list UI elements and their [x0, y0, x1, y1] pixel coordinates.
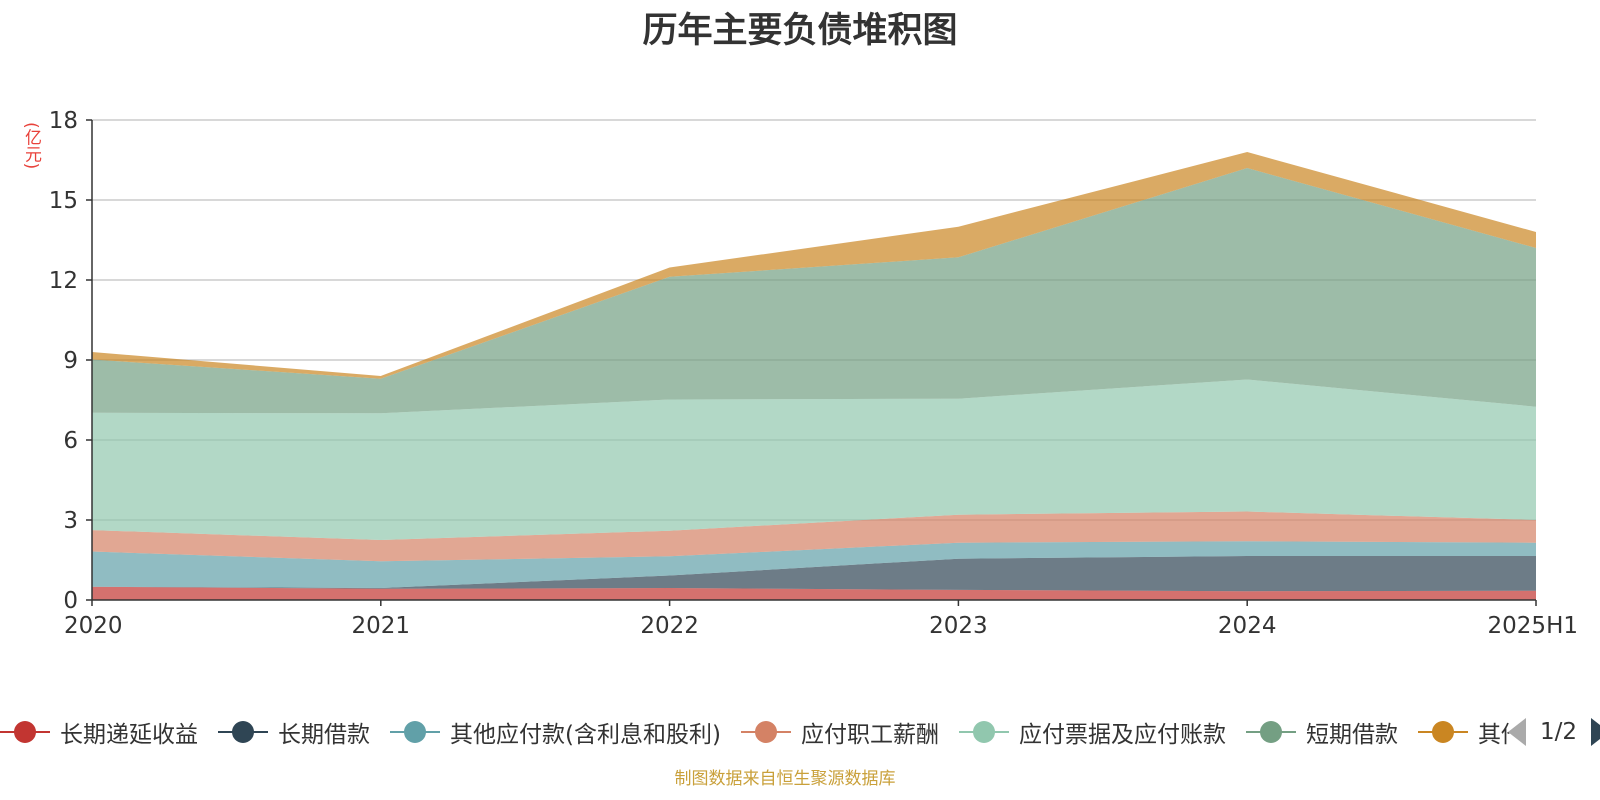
legend-label: 长期借款: [278, 722, 370, 748]
legend-marker-icon: [958, 720, 1009, 744]
legend-next-page-icon[interactable]: [1591, 718, 1600, 746]
legend-marker-icon: [390, 720, 440, 744]
legend-item-0[interactable]: 长期递延收益: [0, 712, 198, 752]
y-tick-label: 6: [63, 428, 78, 454]
legend-item-6[interactable]: 其他: [1417, 712, 1510, 752]
x-tick-label: 2020: [64, 613, 123, 639]
series-area-3: [92, 511, 1536, 562]
legend-label: 应付票据及应付账款: [1018, 722, 1226, 748]
y-tick-label: 3: [63, 508, 78, 534]
legend: 长期递延收益 长期借款 其他应付款(含利息和股利) 应付职工薪酬 应付票据及应付账款 短期…: [0, 712, 1510, 752]
x-tick-label: 2023: [929, 613, 988, 639]
legend-item-3[interactable]: 应付职工薪酬: [740, 712, 939, 752]
legend-label: 其他: [1477, 722, 1510, 748]
series-area-1: [92, 556, 1536, 592]
legend-label: 短期借款: [1305, 722, 1398, 748]
series-area-6: [92, 152, 1536, 379]
legend-item-2[interactable]: 其他应付款(含利息和股利): [390, 712, 721, 752]
legend-marker-icon: [740, 720, 791, 744]
x-tick-label: 2024: [1218, 613, 1277, 639]
series-areas: [92, 152, 1536, 600]
axes: 0 3 6 9 12 15 18 2020 2021 2022 2023 2024 2025H1: [49, 108, 1578, 639]
y-axis-unit-label: (亿元): [21, 122, 41, 170]
legend-item-5[interactable]: 短期借款: [1245, 712, 1398, 752]
legend-marker-icon: [218, 720, 268, 744]
legend-prev-page-icon[interactable]: [1508, 718, 1526, 746]
legend-marker-icon: [1417, 720, 1468, 744]
y-tick-label: 18: [49, 108, 78, 134]
legend-label: 其他应付款(含利息和股利): [450, 722, 721, 748]
legend-pager: 1/2: [1500, 712, 1600, 752]
legend-item-4[interactable]: 应付票据及应付账款: [958, 712, 1226, 752]
legend-marker-icon: [0, 720, 50, 744]
y-tick-label: 9: [63, 348, 78, 374]
source-note: 制图数据来自恒生聚源数据库: [674, 769, 896, 789]
y-tick-label: 15: [49, 188, 78, 214]
legend-marker-icon: [1245, 720, 1296, 744]
legend-item-1[interactable]: 长期借款: [218, 712, 370, 752]
y-tick-label: 12: [49, 268, 78, 294]
x-tick-label: 2022: [640, 613, 699, 639]
legend-label: 应付职工薪酬: [800, 722, 939, 748]
legend-label: 长期递延收益: [60, 722, 198, 748]
y-tick-label: 0: [63, 588, 78, 614]
series-area-5: [92, 168, 1536, 414]
x-tick-label: 2021: [352, 613, 411, 639]
legend-page-indicator: 1/2: [1540, 719, 1578, 745]
series-area-4: [92, 379, 1536, 540]
chart-title: 历年主要负债堆积图: [642, 11, 958, 51]
series-area-0: [92, 586, 1536, 600]
x-tick-label: 2025H1: [1488, 613, 1578, 639]
series-area-2: [92, 541, 1536, 588]
